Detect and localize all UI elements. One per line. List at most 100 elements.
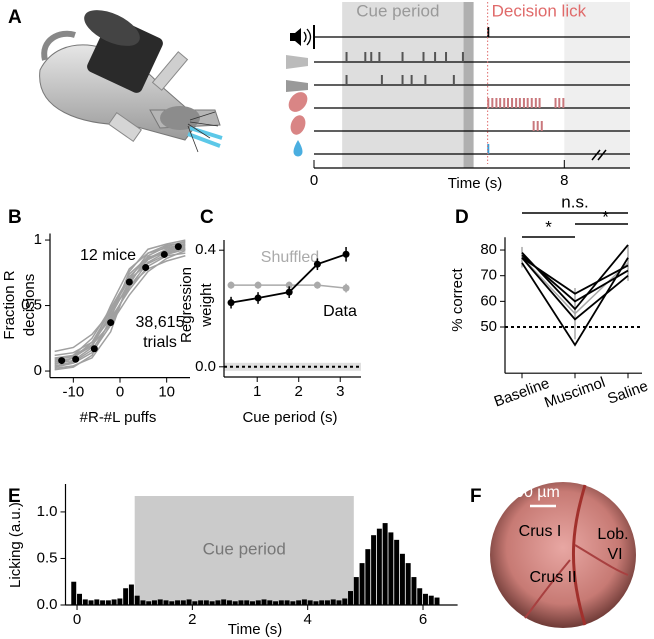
axis-break bbox=[597, 149, 607, 161]
x-tick-label: -10 bbox=[62, 384, 84, 401]
region-label: VI bbox=[607, 546, 622, 563]
series-line bbox=[54, 249, 186, 359]
bar bbox=[77, 593, 82, 605]
data-point bbox=[342, 284, 350, 292]
x-tick-label: 0 bbox=[116, 384, 124, 401]
x-axis-label: Time (s) bbox=[448, 175, 502, 192]
data-point bbox=[72, 355, 80, 363]
data-point bbox=[142, 264, 150, 272]
bar bbox=[100, 600, 106, 605]
data-point bbox=[107, 319, 115, 327]
bar bbox=[290, 601, 296, 605]
x-tick-label: 3 bbox=[336, 383, 344, 400]
bar bbox=[180, 600, 186, 605]
y-tick-label: 1.0 bbox=[37, 503, 58, 520]
bar bbox=[434, 597, 440, 605]
x-tick-label: 1 bbox=[253, 383, 261, 400]
series-line bbox=[54, 255, 186, 353]
bar bbox=[151, 600, 157, 605]
panel-label: B bbox=[8, 207, 22, 228]
region-label: Lob. bbox=[597, 526, 628, 543]
bar bbox=[250, 601, 255, 605]
x-tick-label: Baseline bbox=[492, 375, 552, 411]
bar bbox=[203, 600, 209, 605]
series-line bbox=[521, 257, 629, 321]
row-icons bbox=[286, 28, 312, 157]
x-axis-label: #R-#L puffs bbox=[80, 409, 157, 426]
bar bbox=[140, 600, 146, 605]
x-tick-label: 0 bbox=[73, 611, 81, 628]
bar bbox=[330, 599, 336, 605]
bar bbox=[324, 600, 330, 605]
panel-label: C bbox=[200, 207, 214, 228]
y-tick-label: 60 bbox=[480, 292, 497, 309]
bar bbox=[198, 600, 204, 605]
y-tick-label: 0.5 bbox=[21, 297, 42, 314]
bar bbox=[371, 535, 377, 605]
bar bbox=[405, 563, 411, 605]
data-point bbox=[254, 294, 262, 302]
bar bbox=[261, 599, 267, 605]
series-line bbox=[521, 244, 629, 311]
bar bbox=[342, 598, 348, 605]
significance-label: n.s. bbox=[561, 192, 588, 211]
y-axis-label: % correct bbox=[449, 268, 466, 332]
bar bbox=[255, 600, 261, 605]
significance-label: * bbox=[602, 207, 609, 226]
panel-label: A bbox=[8, 7, 22, 28]
data-point bbox=[227, 299, 235, 307]
cue-region bbox=[134, 496, 354, 605]
data-point bbox=[174, 243, 182, 251]
bar bbox=[163, 600, 169, 605]
bar bbox=[134, 595, 140, 605]
data-point bbox=[254, 281, 262, 289]
bar bbox=[336, 600, 342, 605]
bar bbox=[365, 549, 371, 605]
y-axis-label: Regression bbox=[178, 267, 195, 343]
bar bbox=[226, 600, 232, 605]
brain-photo bbox=[490, 482, 636, 628]
bar bbox=[353, 577, 359, 605]
bar bbox=[267, 600, 273, 605]
bar bbox=[244, 600, 250, 605]
bar bbox=[105, 600, 111, 605]
y-tick-label: 0.5 bbox=[37, 549, 58, 566]
series-line bbox=[521, 256, 629, 295]
bar bbox=[394, 539, 400, 605]
region-label: Crus I bbox=[519, 523, 562, 540]
y-axis-label: Fraction R bbox=[1, 270, 18, 339]
bar bbox=[313, 601, 319, 605]
bar bbox=[175, 600, 181, 605]
y-tick-label: 50 bbox=[480, 318, 497, 335]
bar bbox=[221, 599, 227, 605]
x-tick-label: 4 bbox=[304, 611, 312, 628]
annotation: 12 mice bbox=[80, 247, 136, 264]
data-point bbox=[313, 281, 321, 289]
axis-break bbox=[591, 149, 601, 161]
bar bbox=[157, 599, 163, 605]
x-tick-label: 0 bbox=[310, 172, 318, 189]
x-tick-label: 10 bbox=[158, 384, 175, 401]
region-label: Cue period bbox=[203, 539, 286, 558]
region-label: Cue period bbox=[356, 1, 439, 20]
significance-label: * bbox=[545, 217, 552, 236]
bar bbox=[169, 601, 175, 605]
bar bbox=[417, 588, 423, 605]
annotation: 38,615 bbox=[136, 314, 185, 331]
y-axis-label: decisions bbox=[21, 274, 38, 337]
bar bbox=[301, 599, 307, 605]
bar bbox=[186, 599, 192, 605]
decision-label: Decision lick bbox=[492, 1, 587, 20]
x-tick-label: 2 bbox=[188, 611, 196, 628]
bar bbox=[88, 600, 94, 605]
bar bbox=[399, 553, 405, 605]
series-label: Shuffled bbox=[261, 249, 319, 266]
bar bbox=[319, 600, 325, 605]
bar bbox=[273, 601, 279, 605]
bar bbox=[376, 528, 382, 605]
mouse-illustration bbox=[39, 10, 223, 153]
bar bbox=[284, 600, 290, 605]
x-tick-label: 8 bbox=[560, 172, 568, 189]
